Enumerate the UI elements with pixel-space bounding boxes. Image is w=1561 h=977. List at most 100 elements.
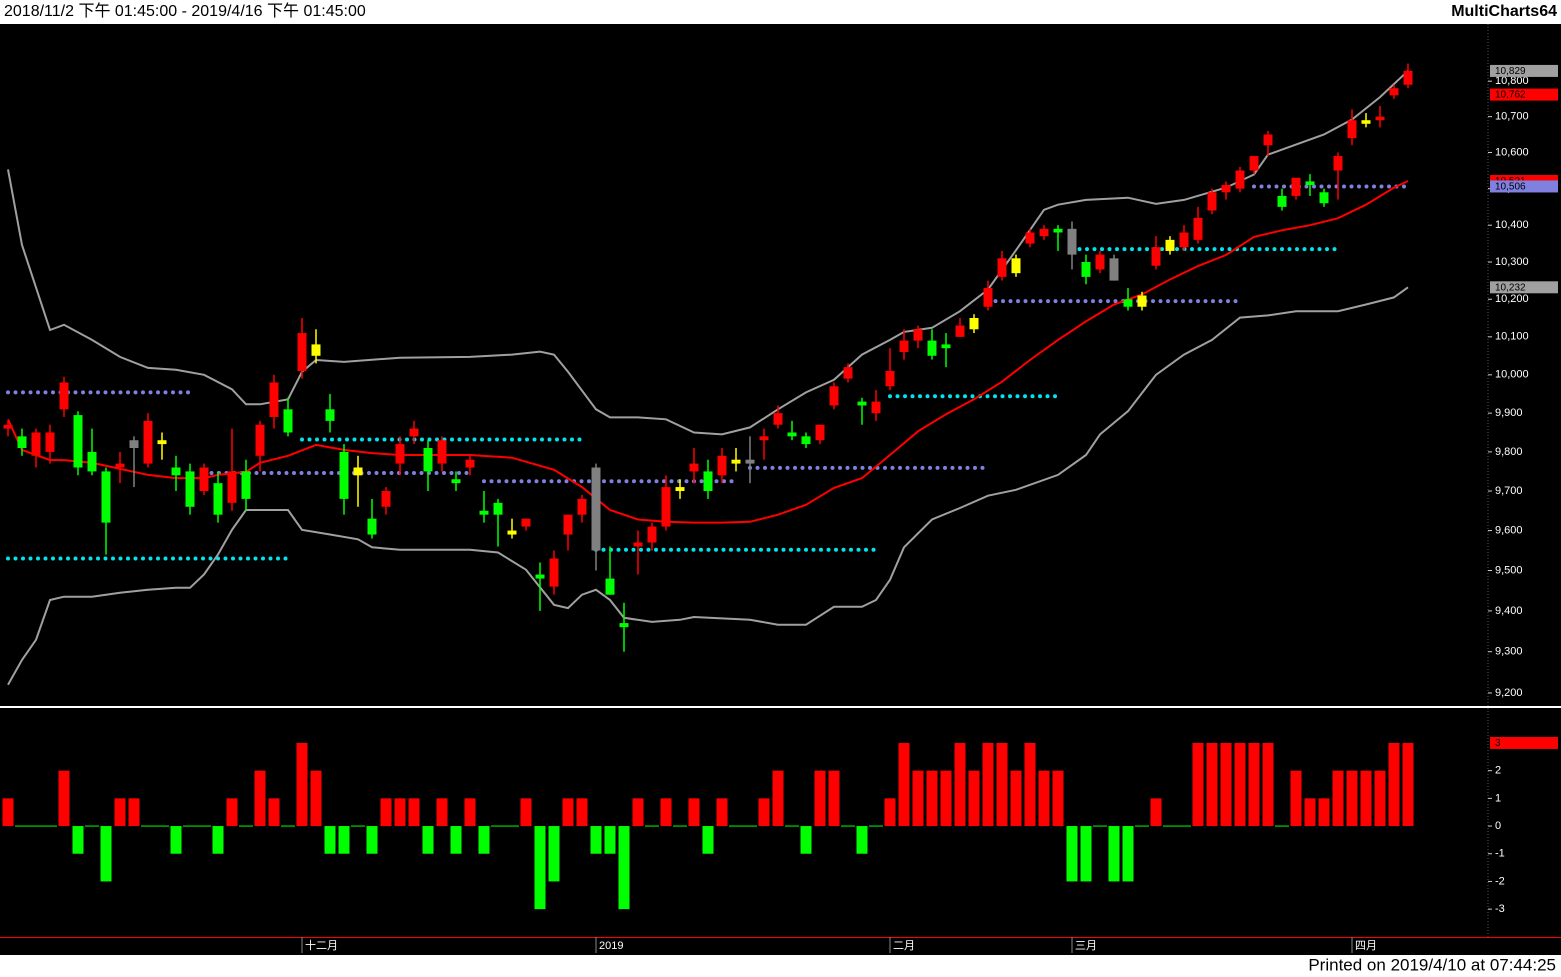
histogram-bar (324, 826, 336, 854)
candle-body (493, 502, 503, 515)
candle-body (367, 518, 377, 535)
candle-body (73, 415, 83, 468)
date-range: 2018/11/2 下午 01:45:00 - 2019/4/16 下午 01:… (4, 2, 366, 20)
histogram-bar (702, 826, 714, 854)
histogram-bar (478, 826, 490, 854)
candle-body (101, 471, 111, 523)
histogram-bar (114, 798, 126, 827)
candle-body (129, 440, 139, 448)
histogram-bar (940, 770, 952, 827)
histogram-bar (926, 770, 938, 827)
band-line (7, 180, 1409, 524)
candle-body (703, 471, 713, 492)
histogram-bar (562, 798, 574, 827)
histogram-bar (1108, 826, 1120, 882)
candle-body (535, 574, 545, 579)
candle-body (409, 428, 419, 437)
candle-body (479, 510, 489, 515)
candle-body (577, 498, 587, 515)
candle-body (941, 344, 951, 349)
candle-body (1221, 185, 1231, 193)
histogram-bar (828, 770, 840, 827)
candle-body (1011, 258, 1021, 274)
histogram-bar (772, 770, 784, 827)
histogram-bar (1332, 770, 1344, 827)
histogram-bar (1374, 770, 1386, 827)
candle-body (381, 491, 391, 507)
y-tick-label: 9,900 (1495, 407, 1523, 419)
candle-body (1263, 134, 1273, 146)
histogram-bar (436, 798, 448, 827)
histogram-bar (856, 826, 868, 854)
candle-body (1249, 156, 1259, 171)
histogram-bar (534, 826, 546, 910)
candle-body (1389, 88, 1399, 96)
candle-body (283, 409, 293, 433)
candle-body (339, 451, 349, 499)
histogram-bar (576, 798, 588, 827)
candle-body (675, 487, 685, 492)
candle-body (241, 471, 251, 499)
y-tick-label: 10,200 (1495, 293, 1529, 305)
histogram-bar (1346, 770, 1358, 827)
x-tick-label: 四月 (1355, 940, 1377, 952)
candle-body (689, 463, 699, 472)
candle-body (843, 367, 853, 379)
candle-body (619, 623, 629, 628)
histogram-bar (716, 798, 728, 827)
y-tick-label: 9,800 (1495, 446, 1523, 458)
candle-body (1319, 192, 1329, 204)
candle-body (773, 413, 783, 425)
candle-body (1235, 170, 1245, 189)
histogram-bar (408, 798, 420, 827)
histogram-bar (912, 770, 924, 827)
histogram-bar (688, 798, 700, 827)
y-tick-label: 9,500 (1495, 564, 1523, 576)
candle-body (227, 471, 237, 503)
candle-body (143, 420, 153, 464)
y-tick-label: 10,400 (1495, 219, 1529, 231)
histogram-bar (954, 742, 966, 827)
histogram-bar (128, 798, 140, 827)
y-tick-label: 10,100 (1495, 331, 1529, 343)
price-marker (1490, 88, 1558, 101)
candle-body (1151, 247, 1161, 266)
histogram-bar (100, 826, 112, 882)
candle-body (731, 459, 741, 464)
histogram-bar (58, 770, 70, 827)
app-name: MultiCharts64 (1451, 3, 1557, 20)
price-marker (1490, 64, 1558, 77)
candle-body (661, 487, 671, 527)
histogram-bar (1192, 742, 1204, 827)
histogram-bar (968, 770, 980, 827)
y-tick-label: 9,200 (1495, 687, 1523, 699)
candle-body (87, 451, 97, 472)
candle-body (829, 386, 839, 406)
histogram-bar (310, 770, 322, 827)
histogram-bar (548, 826, 560, 882)
y-tick-label: 10,600 (1495, 146, 1529, 158)
histogram-bar (814, 770, 826, 827)
candle-body (1333, 156, 1343, 171)
histogram-bar (296, 742, 308, 827)
candle-body (395, 444, 405, 464)
candle-body (1109, 258, 1119, 281)
price-marker-label: 3 (1495, 738, 1501, 749)
histogram-bar (604, 826, 616, 854)
candle-body (45, 432, 55, 452)
histogram-bar (632, 798, 644, 827)
histogram-bar (72, 826, 84, 854)
candle-body (997, 258, 1007, 277)
histogram-bar (1234, 742, 1246, 827)
candle-body (745, 459, 755, 464)
candle-body (1193, 217, 1203, 240)
candle-body (507, 530, 517, 535)
histogram-bar (226, 798, 238, 827)
candle-body (451, 479, 461, 484)
candle-body (787, 432, 797, 437)
footer-bar (0, 955, 1561, 977)
band-line (7, 70, 1409, 436)
histogram-bar (1402, 742, 1414, 827)
